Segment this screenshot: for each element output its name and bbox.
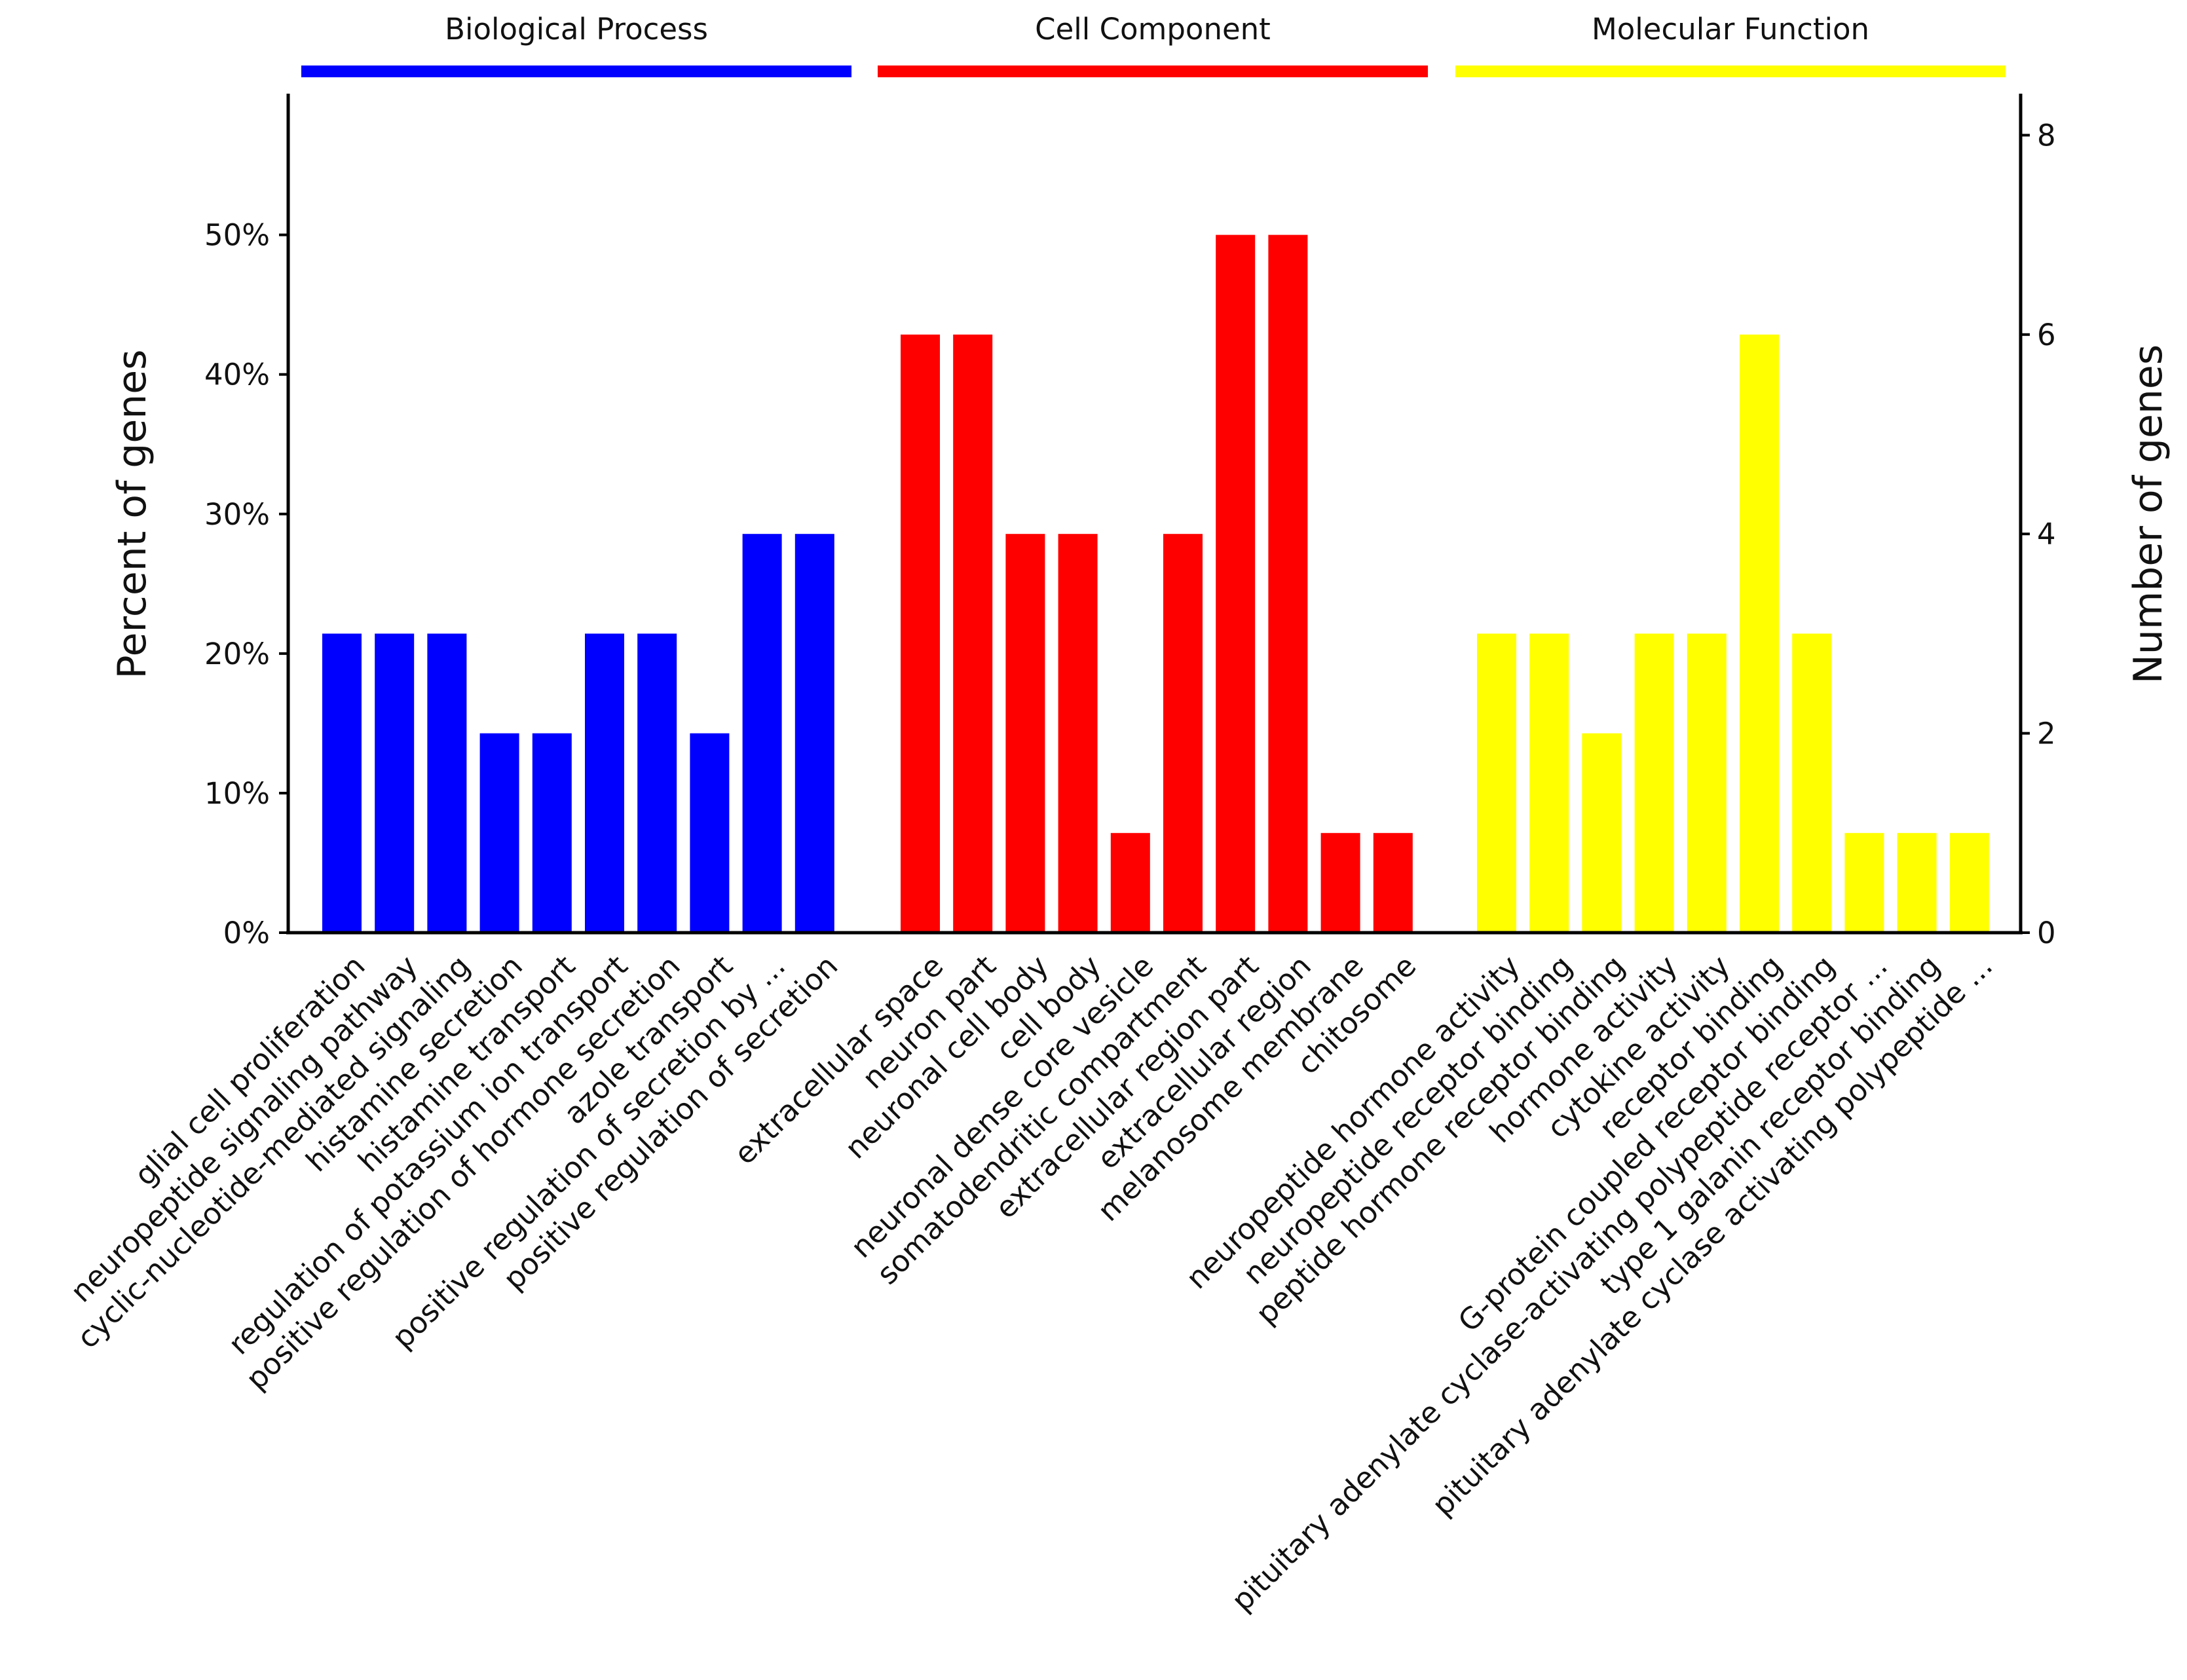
bar-cell-component-5 xyxy=(1163,534,1203,933)
bar-biological-process-5 xyxy=(585,633,624,933)
bar-molecular-function-4 xyxy=(1687,633,1727,933)
bar-cell-component-7 xyxy=(1268,234,1308,933)
bar-cell-component-8 xyxy=(1320,832,1360,933)
group-label-biological-process: Biological Process xyxy=(445,12,708,47)
bar-biological-process-1 xyxy=(375,633,415,933)
bar-cell-component-2 xyxy=(1005,534,1045,933)
bar-molecular-function-9 xyxy=(1949,832,1989,933)
right-tick-label-3: 6 xyxy=(2037,318,2056,352)
left-tick-label-2: 20% xyxy=(204,637,270,671)
left-tick-label-5: 50% xyxy=(204,218,270,253)
bar-cell-component-6 xyxy=(1216,234,1256,933)
group-bar-cell-component xyxy=(878,65,1428,77)
left-axis-title: Percent of genes xyxy=(109,350,155,679)
right-tick-label-1: 2 xyxy=(2037,717,2056,751)
right-tick-label-4: 8 xyxy=(2037,118,2056,153)
bar-molecular-function-0 xyxy=(1477,633,1516,933)
bars xyxy=(322,234,1989,933)
bar-cell-component-0 xyxy=(901,334,940,933)
left-tick-label-3: 30% xyxy=(204,497,270,532)
bar-biological-process-9 xyxy=(794,534,834,933)
bar-biological-process-8 xyxy=(742,534,782,933)
group-label-cell-component: Cell Component xyxy=(1035,12,1271,47)
bar-molecular-function-2 xyxy=(1582,733,1622,933)
group-label-molecular-function: Molecular Function xyxy=(1592,12,1869,47)
bar-cell-component-4 xyxy=(1110,832,1150,933)
right-tick-label-2: 4 xyxy=(2037,517,2056,551)
right-ticks: 0 2 4 6 8 xyxy=(2021,118,2056,950)
left-tick-label-0: 0% xyxy=(223,916,270,950)
left-tick-label-4: 40% xyxy=(204,358,270,392)
right-tick-label-0: 0 xyxy=(2037,916,2056,950)
bar-molecular-function-7 xyxy=(1844,832,1884,933)
bar-biological-process-0 xyxy=(322,633,362,933)
left-tick-label-1: 10% xyxy=(204,776,270,811)
bar-biological-process-7 xyxy=(690,733,730,933)
bar-molecular-function-6 xyxy=(1792,633,1832,933)
bar-molecular-function-3 xyxy=(1634,633,1674,933)
bar-molecular-function-5 xyxy=(1740,334,1779,933)
group-bar-molecular-function xyxy=(1455,65,2006,77)
group-header-bars: Biological Process Cell Component Molecula… xyxy=(301,12,2006,77)
bar-biological-process-3 xyxy=(479,733,519,933)
group-bar-biological-process xyxy=(301,65,851,77)
bar-cell-component-9 xyxy=(1373,832,1413,933)
bar-cell-component-1 xyxy=(953,334,993,933)
bar-biological-process-2 xyxy=(427,633,467,933)
bar-biological-process-4 xyxy=(532,733,572,933)
bar-molecular-function-8 xyxy=(1897,832,1937,933)
left-ticks: 0% 10% 20% 30% 40% 50% xyxy=(204,218,288,950)
right-axis-title: Number of genes xyxy=(2125,345,2171,684)
bar-biological-process-6 xyxy=(637,633,677,933)
bar-molecular-function-1 xyxy=(1529,633,1569,933)
bar-cell-component-3 xyxy=(1058,534,1098,933)
